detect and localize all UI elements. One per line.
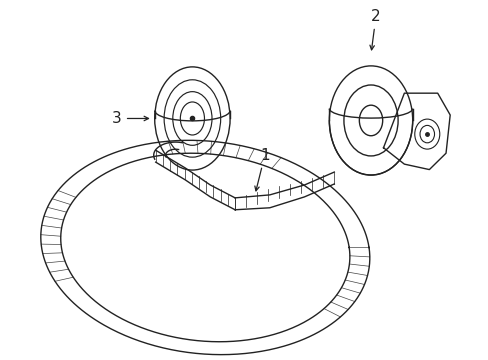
Text: 1: 1 <box>254 148 269 191</box>
Text: 3: 3 <box>112 111 148 126</box>
Text: 2: 2 <box>369 9 380 50</box>
